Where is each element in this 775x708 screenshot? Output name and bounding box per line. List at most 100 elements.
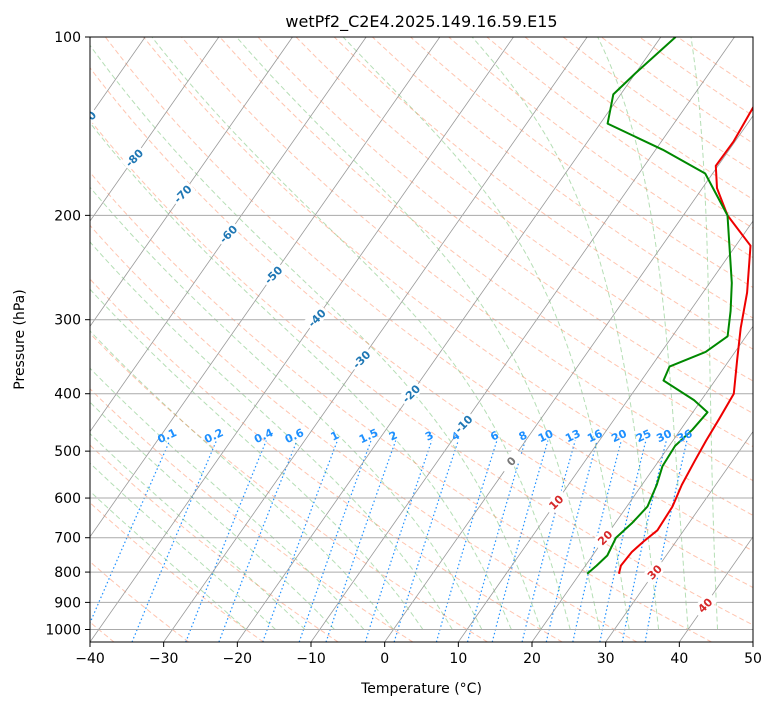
x-tick-label: −30 xyxy=(149,651,179,667)
chart-title: wetPf2_C2E4.2025.149.16.59.E15 xyxy=(285,12,557,32)
isotherm-gridline xyxy=(679,536,753,642)
isotherm-gridline xyxy=(90,37,293,327)
mixing-ratio-line xyxy=(364,440,433,642)
dry-adiabat xyxy=(448,37,753,259)
isotherm-label: -100 xyxy=(28,65,57,94)
mixing-ratio-line xyxy=(393,440,459,642)
dry-adiabat xyxy=(486,37,753,229)
moist-adiabat xyxy=(90,186,483,630)
y-tick-label: 500 xyxy=(54,444,81,460)
dry-adiabat xyxy=(104,37,753,552)
y-tick-label: 300 xyxy=(54,313,81,329)
dry-adiabat xyxy=(181,37,753,482)
plot-area: 0.1 0.2 0.4 0.6 1 1.5 2 3 4 6 8 10 13 16 20 25 30 36-100-… xyxy=(0,37,753,642)
isotherm-gridline xyxy=(458,220,753,642)
mixing-ratio-line xyxy=(644,440,688,642)
x-tick-label: 50 xyxy=(744,651,762,667)
pressure-grid xyxy=(90,37,753,630)
isotherm-gridline xyxy=(310,37,735,642)
dry-adiabat xyxy=(219,37,753,448)
isotherm-label-bg xyxy=(641,558,668,585)
mixing-ratio-label: 0.1 xyxy=(156,426,179,446)
mixing-ratio-label: 0.4 xyxy=(252,426,275,446)
isotherm-label-bg xyxy=(169,180,196,207)
x-axis-label: Temperature (°C) xyxy=(360,681,482,697)
x-tick-label: 30 xyxy=(597,651,615,667)
dewpoint-line xyxy=(586,37,733,575)
y-tick-label: 200 xyxy=(54,208,81,224)
dry-adiabat xyxy=(90,171,712,642)
y-tick-label: 100 xyxy=(54,30,81,46)
isotherm-gridline xyxy=(163,37,588,642)
mixing-ratio-label: 36 xyxy=(675,427,695,445)
mixing-ratio-line xyxy=(491,440,549,642)
y-tick-label: 700 xyxy=(54,531,81,547)
temperature-line xyxy=(617,105,753,574)
mixing-ratio-line xyxy=(90,440,171,625)
mixing-ratio-label: 8 xyxy=(517,429,529,444)
isotherm-gridline xyxy=(90,37,514,642)
mixing-ratio-line xyxy=(621,440,667,642)
y-tick-label: 1000 xyxy=(45,623,81,639)
moist-adiabat xyxy=(597,37,689,630)
dry-adiabat xyxy=(90,561,190,642)
y-tick-label: 900 xyxy=(54,595,81,611)
x-tick-label: 20 xyxy=(523,651,541,667)
mixing-ratio-line xyxy=(262,440,338,642)
isotherm-gridline xyxy=(752,641,753,642)
isotherm-label-bg xyxy=(542,488,569,516)
y-tick-label: 400 xyxy=(54,387,81,403)
isotherm-gridline xyxy=(0,37,72,642)
mixing-ratio-label: 13 xyxy=(563,427,582,445)
mixing-ratio-label: 0.2 xyxy=(202,426,225,446)
mixing-ratio-label: 10 xyxy=(536,427,556,445)
plot-frame xyxy=(89,36,754,643)
isotherm-label-bg xyxy=(259,261,287,288)
dry-adiabat xyxy=(601,37,753,144)
dry-adiabat xyxy=(333,37,753,350)
moist-adiabat xyxy=(151,37,571,630)
mixing-ratio-line xyxy=(572,440,622,642)
dry-adiabat xyxy=(90,332,488,642)
y-axis-label: Pressure (hPa) xyxy=(12,289,28,389)
dry-adiabat xyxy=(295,37,753,382)
mixing-ratio-label: 3 xyxy=(423,429,435,444)
mixing-ratio-line xyxy=(325,440,397,642)
mixing-ratio-label: 20 xyxy=(609,427,629,445)
moist-adiabat xyxy=(236,37,601,630)
moist-adiabat xyxy=(90,122,512,630)
moist-adiabat xyxy=(690,37,718,630)
mixing-ratio-label: 25 xyxy=(634,427,653,445)
isotherm-gridline xyxy=(90,37,220,222)
dry-adiabat xyxy=(257,37,753,414)
x-tick-label: −40 xyxy=(75,651,105,667)
moist-adiabats xyxy=(90,37,718,630)
moist-adiabat xyxy=(342,37,630,630)
dry-adiabat xyxy=(639,37,753,117)
mixing-ratio-line xyxy=(545,440,598,642)
isotherm-label-bg xyxy=(348,345,375,373)
isotherm-gridline xyxy=(90,37,441,538)
x-tick-label: 10 xyxy=(449,651,467,667)
mixing-ratio-line xyxy=(599,440,647,642)
isopleth-labels: 0.1 0.2 0.4 0.6 1 1.5 2 3 4 6 8 10 13 16 20 25 30 36-100-… xyxy=(28,65,718,618)
moist-adiabat xyxy=(90,288,424,630)
mixing-ratio-label: 30 xyxy=(654,427,674,445)
dry-adiabat xyxy=(372,37,753,319)
moist-adiabat xyxy=(90,44,542,630)
isotherm-label-bg xyxy=(497,447,524,474)
dry-adiabat xyxy=(410,37,753,289)
mixing-ratio-lines xyxy=(90,440,688,642)
dry-adiabat xyxy=(677,37,753,90)
isotherm-label: -90 xyxy=(76,108,99,131)
isotherm-gridline xyxy=(90,37,367,433)
moist-adiabat xyxy=(471,37,660,630)
sounding-series xyxy=(586,37,753,575)
isotherm-label-bg xyxy=(591,524,618,551)
mixing-ratio-line xyxy=(521,440,576,642)
isotherm-label-bg xyxy=(303,304,330,331)
mixing-ratio-label: 6 xyxy=(488,428,501,443)
moist-adiabat xyxy=(90,401,335,630)
isotherm-gridline xyxy=(605,430,753,642)
